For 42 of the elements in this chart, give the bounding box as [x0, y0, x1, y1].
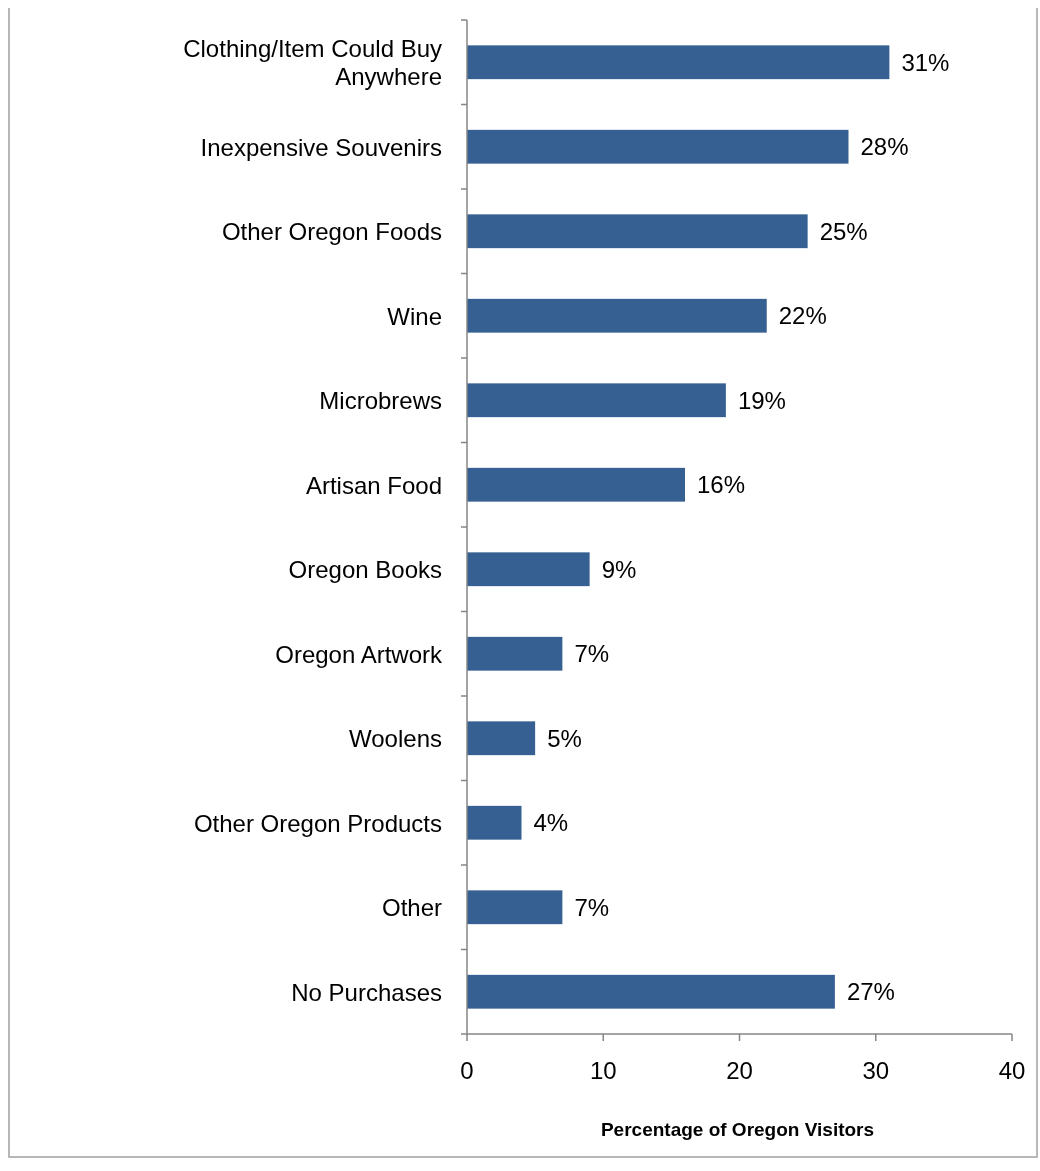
data-label: 19% — [737, 386, 786, 414]
y-tick-label: Artisan Food — [305, 471, 442, 499]
bar — [467, 974, 835, 1009]
data-label: 22% — [778, 302, 827, 330]
x-axis-title: Percentage of Oregon Visitors — [600, 1119, 875, 1140]
bar — [467, 721, 536, 756]
x-tick-label: 0 — [460, 1057, 474, 1084]
y-tick-label: Woolens — [349, 724, 442, 752]
data-label: 28% — [860, 133, 909, 161]
y-tick-label: Clothing/Item Could Buy Anywhere — [183, 34, 442, 90]
data-label: 7% — [574, 893, 610, 921]
data-label: 7% — [574, 640, 610, 668]
data-label: 31% — [901, 48, 950, 76]
y-tick-label: No Purchases — [291, 978, 442, 1006]
data-label: 25% — [819, 217, 868, 245]
bar — [467, 214, 808, 249]
x-tick-label: 20 — [726, 1057, 753, 1084]
x-tick-label: 30 — [862, 1057, 890, 1084]
data-label: 5% — [547, 724, 582, 752]
data-label: 16% — [697, 471, 746, 499]
x-tick-label: 10 — [589, 1057, 617, 1084]
bar — [467, 805, 522, 840]
bar — [467, 129, 849, 164]
y-tick-label: Inexpensive Souvenirs — [200, 133, 442, 161]
y-tick-label: Other — [381, 893, 442, 921]
y-tick-label: Other Oregon Foods — [221, 217, 442, 245]
bar — [467, 298, 767, 333]
bar — [467, 467, 685, 502]
data-label: 27% — [846, 978, 895, 1006]
bar — [467, 890, 563, 925]
bar — [467, 552, 590, 587]
bar — [467, 45, 890, 80]
data-label: 4% — [533, 809, 569, 837]
x-tick-label: 40 — [998, 1057, 1026, 1084]
y-tick-label: Other Oregon Products — [193, 809, 442, 837]
y-tick-label: Oregon Books — [288, 555, 442, 583]
y-tick-label: Wine — [387, 302, 442, 330]
y-tick-label: Microbrews — [319, 386, 442, 414]
data-label: 9% — [601, 555, 637, 583]
y-tick-label: Oregon Artwork — [275, 640, 443, 668]
bar — [467, 636, 563, 671]
bar — [467, 383, 726, 418]
